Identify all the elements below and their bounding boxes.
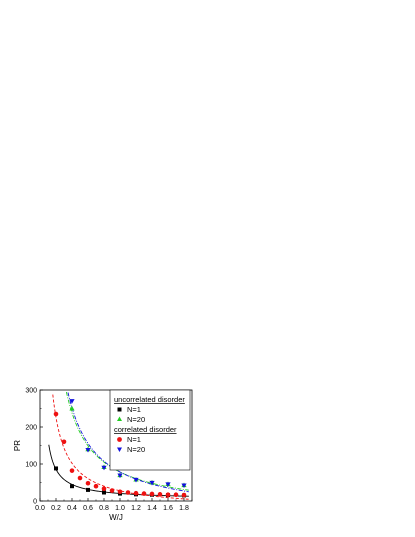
x-axis-ticks: 0.0 0.2 0.4 0.6 0.8 1.0 1.2 1.4 1.6 1.8 bbox=[35, 498, 193, 512]
data-point-circle bbox=[149, 491, 155, 497]
x-tick-label: 0.6 bbox=[83, 505, 93, 512]
legend-marker-square bbox=[117, 407, 122, 412]
legend-marker-circle bbox=[117, 437, 122, 442]
legend-heading-uncorrelated: uncorrelated disorder bbox=[114, 395, 185, 404]
y-axis-ticks: 0 100 200 300 bbox=[25, 388, 43, 506]
data-point-square bbox=[86, 487, 90, 492]
data-point-circle bbox=[173, 492, 179, 498]
legend-marker-triangle-down bbox=[117, 447, 122, 452]
data-point-circle bbox=[77, 475, 83, 481]
legend-label-uncorrelated-n20: N=20 bbox=[127, 415, 145, 424]
data-point-circle bbox=[85, 480, 91, 486]
y-tick-label: 300 bbox=[25, 388, 37, 395]
fit-curve-triangle-down bbox=[67, 392, 189, 493]
x-tick-label: 0.8 bbox=[99, 505, 109, 512]
legend-label-correlated-n1: N=1 bbox=[127, 435, 141, 444]
data-point-triangle-down bbox=[165, 482, 171, 487]
y-tick-label: 0 bbox=[33, 499, 37, 506]
plot-area bbox=[39, 389, 193, 502]
data-point-triangle-down bbox=[181, 483, 187, 489]
fit-curve-circle bbox=[52, 394, 189, 500]
y-tick-label: 100 bbox=[25, 462, 37, 469]
data-point-circle bbox=[181, 492, 187, 498]
legend-box bbox=[109, 389, 191, 471]
fit-curve-triangle-up bbox=[65, 391, 189, 491]
x-tick-label: 1.6 bbox=[163, 505, 173, 512]
data-point-circle bbox=[61, 439, 67, 445]
data-point-circle bbox=[165, 492, 171, 498]
legend-heading-correlated: correlated disorder bbox=[114, 425, 177, 434]
x-tick-label: 1.8 bbox=[179, 505, 189, 512]
x-axis-title: W/J bbox=[109, 513, 123, 522]
data-point-circle bbox=[125, 490, 131, 495]
data-markers bbox=[53, 399, 187, 498]
data-point-square bbox=[102, 490, 106, 495]
data-point-triangle-down bbox=[69, 399, 75, 404]
x-tick-label: 0.2 bbox=[51, 505, 61, 512]
legend-label-uncorrelated-n1: N=1 bbox=[127, 405, 141, 414]
legend-label-correlated-n20: N=20 bbox=[127, 445, 145, 454]
data-point-triangle-up bbox=[69, 405, 75, 411]
data-point-circle bbox=[141, 491, 147, 496]
data-point-circle bbox=[117, 489, 123, 495]
y-tick-label: 200 bbox=[25, 425, 37, 432]
y-axis-title: PR bbox=[13, 440, 22, 451]
data-point-circle bbox=[53, 411, 59, 417]
x-tick-label: 0.0 bbox=[35, 505, 45, 512]
data-point-triangle-down bbox=[133, 477, 139, 483]
data-point-circle bbox=[101, 486, 107, 492]
data-point-circle bbox=[69, 468, 75, 473]
data-point-circle bbox=[157, 492, 163, 497]
data-point-circle bbox=[109, 488, 115, 493]
legend-marker-triangle-up bbox=[117, 416, 122, 421]
data-point-circle bbox=[93, 483, 99, 489]
data-point-circle bbox=[133, 490, 139, 496]
x-tick-label: 1.0 bbox=[115, 505, 125, 512]
data-point-square bbox=[70, 484, 74, 489]
data-point-triangle-down bbox=[149, 480, 155, 486]
x-tick-label: 1.2 bbox=[131, 505, 141, 512]
data-point-triangle-down bbox=[85, 447, 91, 453]
data-point-square bbox=[54, 466, 58, 471]
x-tick-label: 1.4 bbox=[147, 505, 157, 512]
legend: uncorrelated disorder N=1 N=20 correlate… bbox=[109, 389, 191, 471]
data-point-triangle-down bbox=[117, 473, 123, 479]
data-point-triangle-down bbox=[101, 465, 107, 471]
x-tick-label: 0.4 bbox=[67, 505, 77, 512]
